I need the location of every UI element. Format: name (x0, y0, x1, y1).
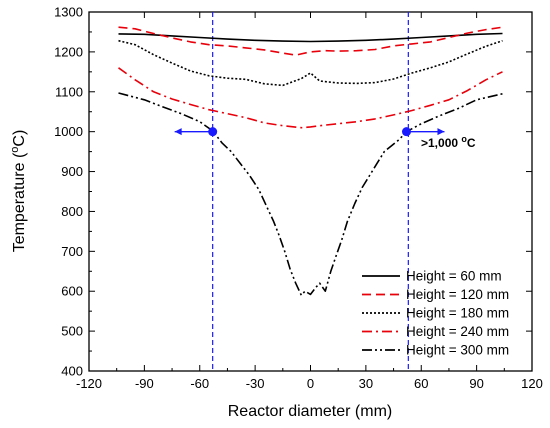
x-tick-label: 90 (469, 376, 483, 391)
y-tick-label: 1100 (55, 84, 83, 99)
series-layer (118, 26, 503, 296)
y-tick-label: 500 (61, 324, 83, 339)
y-tick-label: 700 (61, 244, 83, 259)
series-line-3 (118, 39, 503, 87)
y-tick-label: 1200 (54, 44, 83, 59)
arrow-head (437, 128, 445, 136)
series-line-4 (118, 67, 503, 129)
y-tick-label: 1300 (54, 5, 83, 20)
y-tick-label: 400 (61, 364, 83, 379)
series-line-5 (118, 92, 503, 296)
y-axis-title: Temperature (oC) (9, 130, 28, 253)
marker-point (208, 127, 218, 137)
x-tick-label: 0 (307, 376, 314, 391)
legend-label: Height = 180 mm (406, 306, 509, 321)
x-tick-label: 30 (359, 376, 373, 391)
legend-label: Height = 240 mm (406, 324, 509, 339)
marker-point (401, 127, 411, 137)
series-line-1 (118, 32, 503, 43)
legend-label: Height = 120 mm (406, 287, 509, 302)
marker-layer (174, 127, 445, 137)
arrow-head (174, 128, 182, 136)
y-tick-label: 900 (61, 164, 83, 179)
x-tick-label: 120 (521, 376, 543, 391)
legend-label: Height = 300 mm (406, 343, 509, 358)
x-tick-label: -30 (246, 376, 265, 391)
x-tick-label: -90 (135, 376, 154, 391)
legend: Height = 60 mm Height = 120 mm Height = 18… (362, 269, 509, 358)
y-tick-label: 1000 (54, 124, 83, 139)
y-tick-label: 800 (61, 204, 83, 219)
x-tick-label: 60 (414, 376, 428, 391)
legend-label: Height = 60 mm (406, 269, 502, 284)
x-tick-label: -60 (190, 376, 209, 391)
annotation-label: >1,000 oC (421, 134, 476, 150)
y-tick-label: 600 (61, 284, 83, 299)
reference-lines (212, 12, 409, 371)
ticks-layer: -120 -90 -60 -30 0 30 60 90 120 400 500 600 700 800 90… (54, 5, 543, 392)
x-axis-title: Reactor diameter (mm) (228, 403, 392, 420)
x-tick-label: -120 (76, 376, 102, 391)
